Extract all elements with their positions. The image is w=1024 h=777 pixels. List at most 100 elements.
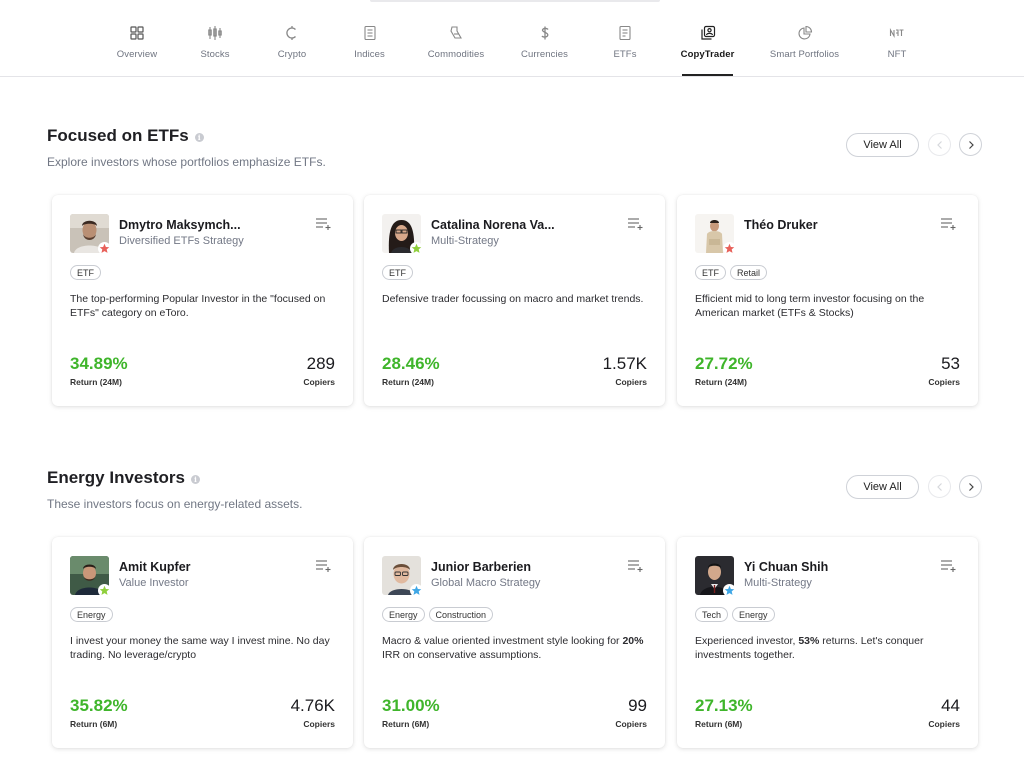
- tag[interactable]: Retail: [730, 265, 768, 280]
- nav-tab-crypto[interactable]: Crypto: [277, 24, 307, 77]
- nav-label: Commodities: [427, 49, 485, 60]
- return-value: 34.89%: [70, 354, 128, 373]
- asset-category-nav: Overview Stocks Crypto Indices Commoditi…: [0, 0, 1024, 77]
- return-value: 27.13%: [695, 696, 753, 715]
- nav-label: Smart Portfolios: [769, 49, 840, 60]
- investor-strategy: Multi-Strategy: [744, 577, 812, 589]
- investor-card[interactable]: Junior Barberien Global Macro Strategy E…: [364, 537, 665, 748]
- star-badge: [98, 242, 111, 255]
- nav-tab-copytrader[interactable]: CopyTrader: [680, 24, 735, 77]
- tag[interactable]: ETF: [70, 265, 101, 280]
- section-title: Energy Investors i: [47, 468, 982, 488]
- return-value: 27.72%: [695, 354, 753, 373]
- nav-tab-commodities[interactable]: Commodities: [427, 24, 485, 77]
- carousel-prev-button[interactable]: [928, 475, 951, 498]
- investor-strategy: Multi-Strategy: [431, 235, 499, 247]
- investor-name[interactable]: Dmytro Maksymch...: [119, 218, 241, 232]
- star-badge: [410, 242, 423, 255]
- investor-name[interactable]: Junior Barberien: [431, 560, 532, 574]
- add-to-watchlist-button[interactable]: [315, 559, 333, 573]
- nav-tab-etfs[interactable]: ETFs: [613, 24, 636, 77]
- investor-card[interactable]: Théo Druker ETF Retail Efficient mid to …: [677, 195, 978, 406]
- crypto-coin-icon: [283, 24, 301, 42]
- nav-label: Indices: [354, 49, 385, 60]
- carousel-next-button[interactable]: [959, 133, 982, 156]
- return-value: 28.46%: [382, 354, 440, 373]
- tag[interactable]: Construction: [428, 607, 494, 622]
- return-value: 35.82%: [70, 696, 128, 715]
- nav-tab-nft[interactable]: NFT: [887, 24, 907, 77]
- copiers-label: Copiers: [928, 377, 960, 387]
- pie-chart-icon: [796, 24, 814, 42]
- copiers-label: Copiers: [303, 377, 335, 387]
- add-to-watchlist-button[interactable]: [940, 559, 958, 573]
- section-title-text: Focused on ETFs: [47, 126, 189, 145]
- nav-tab-indices[interactable]: Indices: [353, 24, 386, 77]
- section-subtitle: Explore investors whose portfolios empha…: [47, 155, 326, 169]
- view-all-button[interactable]: View All: [846, 133, 919, 157]
- add-to-watchlist-button[interactable]: [627, 559, 645, 573]
- investor-card[interactable]: Catalina Norena Va... Multi-Strategy ETF…: [364, 195, 665, 406]
- indices-icon: [361, 24, 379, 42]
- add-to-watchlist-button[interactable]: [315, 217, 333, 231]
- tag[interactable]: ETF: [695, 265, 726, 280]
- copiers-label: Copiers: [303, 719, 335, 729]
- nav-label: CopyTrader: [680, 49, 735, 60]
- tag[interactable]: Tech: [695, 607, 729, 622]
- add-list-icon: [941, 560, 956, 572]
- investor-card[interactable]: Dmytro Maksymch... Diversified ETFs Stra…: [52, 195, 353, 406]
- nav-tab-currencies[interactable]: Currencies: [521, 24, 568, 77]
- chevron-left-icon: [936, 482, 942, 491]
- add-to-watchlist-button[interactable]: [627, 217, 645, 231]
- star-badge: [410, 584, 423, 597]
- investor-name[interactable]: Catalina Norena Va...: [431, 218, 555, 232]
- nav-tab-smart-portfolios[interactable]: Smart Portfolios: [769, 24, 840, 77]
- copiers-label: Copiers: [615, 719, 647, 729]
- tag-list: ETF: [382, 265, 413, 280]
- carousel-prev-button[interactable]: [928, 133, 951, 156]
- investor-card[interactable]: Amit Kupfer Value Investor Energy I inve…: [52, 537, 353, 748]
- dollar-icon: [536, 24, 554, 42]
- tag-list: Energy Construction: [382, 607, 494, 622]
- view-all-button[interactable]: View All: [846, 475, 919, 499]
- tag-list: ETF: [70, 265, 101, 280]
- section-subtitle: These investors focus on energy-related …: [47, 497, 303, 511]
- star-icon: [411, 243, 422, 253]
- nav-label: NFT: [887, 49, 907, 60]
- investor-name[interactable]: Amit Kupfer: [119, 560, 191, 574]
- star-badge: [723, 242, 736, 255]
- add-to-watchlist-button[interactable]: [940, 217, 958, 231]
- nav-tab-stocks[interactable]: Stocks: [199, 24, 231, 77]
- nav-tab-overview[interactable]: Overview: [116, 24, 158, 77]
- tag[interactable]: Energy: [382, 607, 425, 622]
- add-list-icon: [628, 218, 643, 230]
- investor-description: I invest your money the same way I inves…: [70, 635, 330, 661]
- star-badge: [723, 584, 736, 597]
- chevron-left-icon: [936, 140, 942, 149]
- carousel-next-button[interactable]: [959, 475, 982, 498]
- nav-label: Stocks: [200, 49, 230, 60]
- return-label: Return (6M): [70, 719, 118, 729]
- tag[interactable]: Energy: [70, 607, 113, 622]
- investor-name[interactable]: Théo Druker: [744, 218, 818, 232]
- commodities-icon: [447, 24, 465, 42]
- grid-icon: [128, 24, 146, 42]
- avatar[interactable]: [70, 556, 109, 595]
- investor-name[interactable]: Yi Chuan Shih: [744, 560, 829, 574]
- nav-label: Currencies: [521, 49, 568, 60]
- tag[interactable]: Energy: [732, 607, 775, 622]
- investor-card[interactable]: Yi Chuan Shih Multi-Strategy Tech Energy…: [677, 537, 978, 748]
- nft-icon: [888, 24, 906, 42]
- investor-strategy: Global Macro Strategy: [431, 577, 541, 589]
- star-icon: [99, 585, 110, 595]
- copiers-count: 44: [941, 696, 960, 715]
- info-icon[interactable]: i: [194, 132, 204, 142]
- section-focused-on-etfs: Focused on ETFs i Explore investors whos…: [47, 126, 982, 169]
- tag[interactable]: ETF: [382, 265, 413, 280]
- investor-strategy: Diversified ETFs Strategy: [119, 235, 244, 247]
- info-icon[interactable]: i: [190, 474, 200, 484]
- etf-icon: [616, 24, 634, 42]
- investor-description: The top-performing Popular Investor in t…: [70, 293, 326, 319]
- copiers-count: 1.57K: [602, 354, 647, 373]
- return-label: Return (6M): [695, 719, 743, 729]
